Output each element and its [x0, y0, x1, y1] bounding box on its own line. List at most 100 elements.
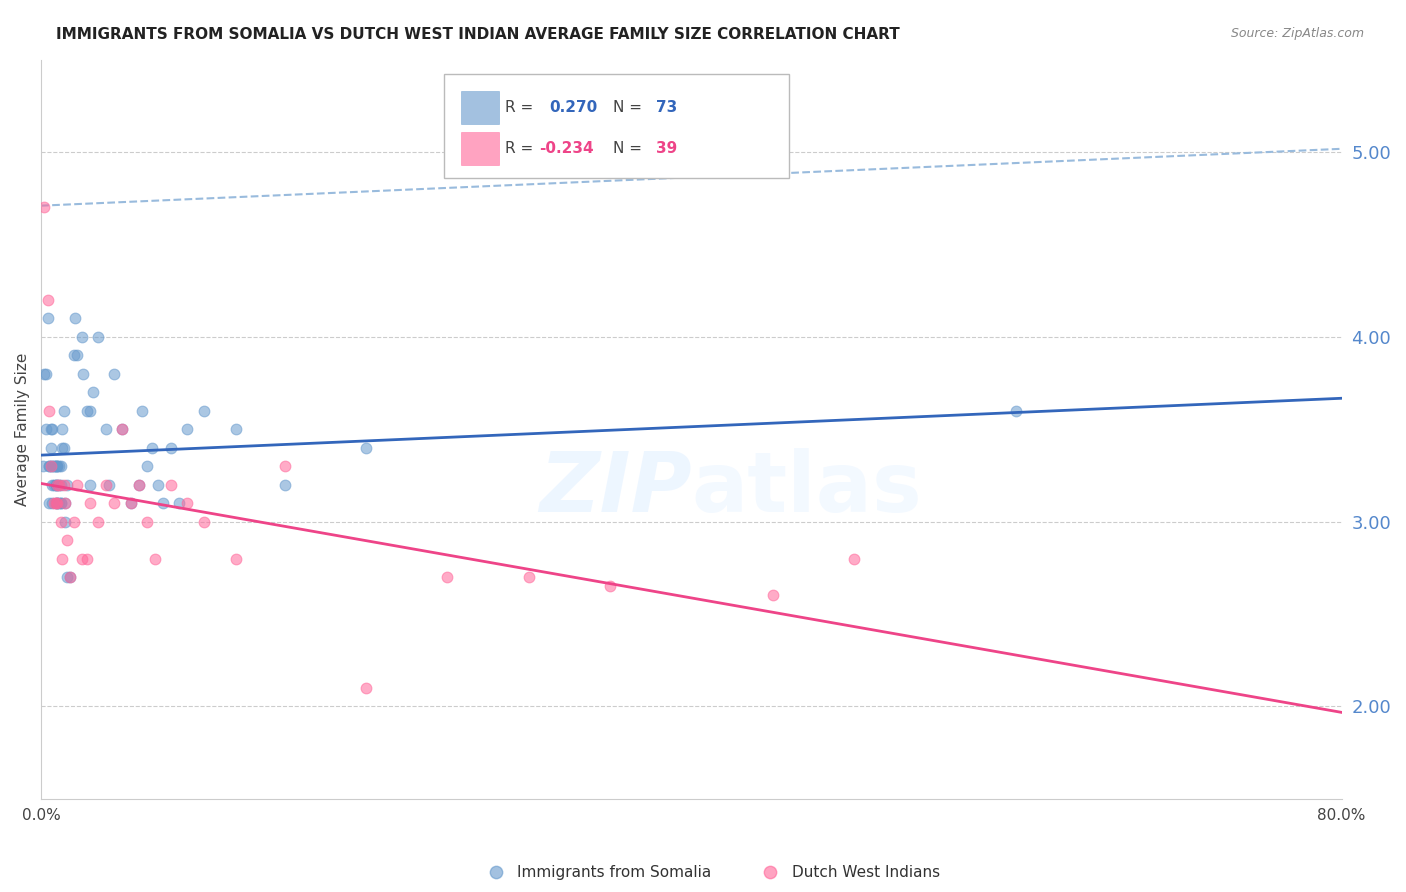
Point: [517, 570, 540, 584]
Point: [46, 477, 69, 491]
Point: [42, 477, 65, 491]
Point: [46, 477, 69, 491]
Point: [38, 403, 60, 417]
Point: [135, 515, 157, 529]
Point: [274, 477, 297, 491]
Point: [193, 515, 215, 529]
Point: [55, 496, 77, 510]
Point: [103, 367, 125, 381]
Point: [35, 422, 58, 436]
Point: [65, 311, 87, 326]
Point: [599, 579, 621, 593]
Text: ZIP: ZIP: [538, 448, 692, 529]
Point: [48, 459, 70, 474]
Point: [152, 496, 174, 510]
Text: IMMIGRANTS FROM SOMALIA VS DUTCH WEST INDIAN AVERAGE FAMILY SIZE CORRELATION CHA: IMMIGRANTS FROM SOMALIA VS DUTCH WEST IN…: [56, 27, 900, 42]
FancyBboxPatch shape: [444, 74, 789, 178]
Text: R =: R =: [505, 100, 538, 115]
Text: Immigrants from Somalia: Immigrants from Somalia: [517, 865, 711, 880]
Point: [49, 515, 72, 529]
Point: [759, 865, 782, 880]
Point: [48, 477, 70, 491]
Point: [45, 477, 67, 491]
Text: N =: N =: [613, 141, 647, 156]
Point: [354, 681, 377, 695]
Text: atlas: atlas: [692, 448, 922, 529]
Point: [46, 496, 69, 510]
Point: [66, 348, 89, 362]
Text: 39: 39: [657, 141, 678, 156]
Point: [842, 551, 865, 566]
Point: [46, 459, 69, 474]
Point: [48, 477, 70, 491]
Point: [484, 865, 508, 880]
Point: [176, 496, 198, 510]
Point: [39, 459, 62, 474]
Text: R =: R =: [505, 141, 538, 156]
Point: [41, 459, 63, 474]
Point: [72, 367, 94, 381]
Point: [169, 496, 191, 510]
Point: [42, 496, 65, 510]
Point: [225, 422, 247, 436]
Point: [128, 477, 150, 491]
Point: [94, 422, 117, 436]
Point: [38, 459, 60, 474]
Point: [59, 570, 82, 584]
Point: [146, 477, 169, 491]
Point: [52, 403, 75, 417]
Point: [56, 570, 79, 584]
Point: [38, 459, 60, 474]
Point: [76, 403, 98, 417]
Point: [1005, 403, 1028, 417]
Point: [51, 441, 73, 455]
FancyBboxPatch shape: [461, 91, 499, 124]
Point: [45, 459, 67, 474]
Point: [35, 367, 58, 381]
Point: [87, 330, 110, 344]
Point: [51, 422, 73, 436]
Point: [56, 477, 79, 491]
Point: [45, 496, 67, 510]
Point: [141, 441, 163, 455]
Point: [120, 496, 142, 510]
Point: [34, 367, 56, 381]
Point: [761, 589, 783, 603]
Point: [193, 403, 215, 417]
Point: [52, 477, 75, 491]
Point: [120, 496, 142, 510]
Point: [436, 570, 458, 584]
Point: [98, 477, 121, 491]
Text: Dutch West Indians: Dutch West Indians: [792, 865, 939, 880]
Point: [128, 477, 150, 491]
Point: [42, 459, 65, 474]
Point: [46, 496, 69, 510]
Point: [41, 477, 63, 491]
Point: [160, 477, 183, 491]
Point: [135, 459, 157, 474]
Point: [70, 551, 93, 566]
Point: [59, 570, 82, 584]
Point: [225, 551, 247, 566]
Point: [274, 459, 297, 474]
Point: [49, 496, 72, 510]
Point: [94, 477, 117, 491]
Point: [46, 496, 69, 510]
Point: [79, 496, 101, 510]
Point: [103, 496, 125, 510]
Point: [41, 496, 63, 510]
Point: [52, 441, 75, 455]
Point: [41, 422, 63, 436]
Point: [45, 496, 67, 510]
Point: [55, 515, 77, 529]
Text: 73: 73: [657, 100, 678, 115]
Point: [70, 330, 93, 344]
Point: [56, 533, 79, 547]
Point: [111, 422, 134, 436]
Point: [38, 496, 60, 510]
Point: [62, 348, 84, 362]
Point: [62, 515, 84, 529]
Point: [49, 496, 72, 510]
Point: [79, 477, 101, 491]
Point: [42, 459, 65, 474]
